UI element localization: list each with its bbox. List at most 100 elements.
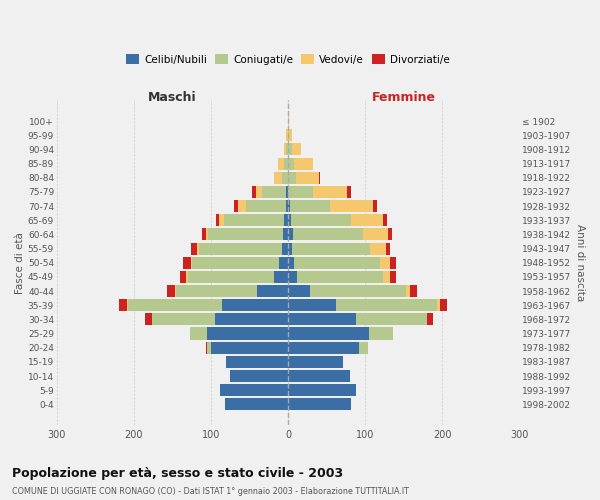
Bar <box>288 299 336 311</box>
Bar <box>283 228 288 240</box>
Bar <box>437 299 440 311</box>
Bar <box>288 256 294 268</box>
Bar <box>373 200 377 212</box>
Bar <box>223 299 288 311</box>
Bar <box>389 256 396 268</box>
Bar <box>197 242 199 254</box>
Bar <box>288 115 289 127</box>
Bar <box>370 242 386 254</box>
Bar <box>252 186 256 198</box>
Bar <box>288 129 289 141</box>
Bar <box>286 186 288 198</box>
Y-axis label: Anni di nascita: Anni di nascita <box>575 224 585 302</box>
Bar <box>288 158 294 170</box>
Bar <box>119 299 127 311</box>
Bar <box>288 228 293 240</box>
Bar <box>202 228 206 240</box>
Bar <box>288 285 310 297</box>
Bar <box>278 256 288 268</box>
Bar <box>356 314 427 326</box>
Bar <box>294 158 313 170</box>
Bar <box>289 129 292 141</box>
Bar <box>297 271 383 283</box>
Bar <box>288 328 369 340</box>
Text: Femmine: Femmine <box>371 91 436 104</box>
Bar <box>369 328 394 340</box>
Bar <box>336 299 437 311</box>
Bar <box>291 214 351 226</box>
Bar <box>440 299 448 311</box>
Bar <box>284 214 288 226</box>
Bar <box>206 342 207 353</box>
Bar <box>257 285 288 297</box>
Bar <box>224 214 284 226</box>
Bar <box>211 342 288 353</box>
Bar <box>313 186 347 198</box>
Bar <box>180 271 186 283</box>
Bar <box>175 285 176 297</box>
Legend: Celibi/Nubili, Coniugati/e, Vedovi/e, Divorziati/e: Celibi/Nubili, Coniugati/e, Vedovi/e, Di… <box>122 50 454 69</box>
Bar <box>310 285 406 297</box>
Bar <box>282 242 288 254</box>
Bar <box>226 356 288 368</box>
Bar <box>208 228 283 240</box>
Bar <box>351 214 383 226</box>
Bar <box>286 200 288 212</box>
Bar <box>294 256 380 268</box>
Bar <box>220 214 224 226</box>
Bar <box>288 384 356 396</box>
Bar <box>220 384 288 396</box>
Bar <box>288 214 291 226</box>
Bar <box>145 314 152 326</box>
Text: Popolazione per età, sesso e stato civile - 2003: Popolazione per età, sesso e stato civil… <box>12 468 343 480</box>
Text: COMUNE DI UGGIATE CON RONAGO (CO) - Dati ISTAT 1° gennaio 2003 - Elaborazione TU: COMUNE DI UGGIATE CON RONAGO (CO) - Dati… <box>12 488 409 496</box>
Bar <box>167 285 175 297</box>
Bar <box>292 144 301 156</box>
Bar <box>389 271 396 283</box>
Bar <box>347 186 351 198</box>
Bar <box>278 158 284 170</box>
Bar <box>190 328 207 340</box>
Bar <box>293 228 364 240</box>
Bar <box>288 342 359 353</box>
Bar <box>288 144 292 156</box>
Bar <box>386 242 389 254</box>
Bar <box>215 214 220 226</box>
Bar <box>207 328 288 340</box>
Bar <box>230 370 288 382</box>
Bar <box>288 242 292 254</box>
Bar <box>256 186 262 198</box>
Bar <box>288 172 296 183</box>
Bar <box>127 299 128 311</box>
Bar <box>238 200 245 212</box>
Bar <box>191 242 197 254</box>
Bar <box>286 129 288 141</box>
Bar <box>410 285 418 297</box>
Bar <box>288 271 297 283</box>
Bar <box>286 144 288 156</box>
Bar <box>288 356 343 368</box>
Bar <box>215 314 288 326</box>
Bar <box>262 186 286 198</box>
Bar <box>296 172 319 183</box>
Bar <box>380 256 389 268</box>
Bar <box>193 256 278 268</box>
Bar <box>383 271 389 283</box>
Bar <box>319 172 320 183</box>
Bar <box>288 314 356 326</box>
Bar <box>188 271 274 283</box>
Bar <box>206 228 208 240</box>
Bar <box>274 271 288 283</box>
Bar <box>245 200 286 212</box>
Bar <box>292 242 370 254</box>
Bar <box>183 256 191 268</box>
Bar <box>274 172 282 183</box>
Bar <box>331 200 373 212</box>
Bar <box>288 370 350 382</box>
Bar <box>359 342 368 353</box>
Bar <box>207 342 211 353</box>
Bar <box>152 314 215 326</box>
Bar <box>225 398 288 410</box>
Bar <box>288 398 351 410</box>
Bar <box>282 172 288 183</box>
